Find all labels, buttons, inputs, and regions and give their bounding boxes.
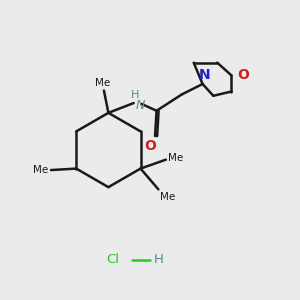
Text: Me: Me xyxy=(168,153,184,163)
Text: Me: Me xyxy=(33,165,49,175)
Text: O: O xyxy=(144,139,156,153)
Text: H: H xyxy=(154,254,164,266)
Text: Cl: Cl xyxy=(106,254,119,266)
Text: Me: Me xyxy=(95,79,110,88)
Text: H: H xyxy=(131,90,139,100)
Text: N: N xyxy=(198,68,210,82)
Text: Me: Me xyxy=(160,192,175,203)
Text: N: N xyxy=(136,99,145,112)
Text: O: O xyxy=(237,68,249,83)
